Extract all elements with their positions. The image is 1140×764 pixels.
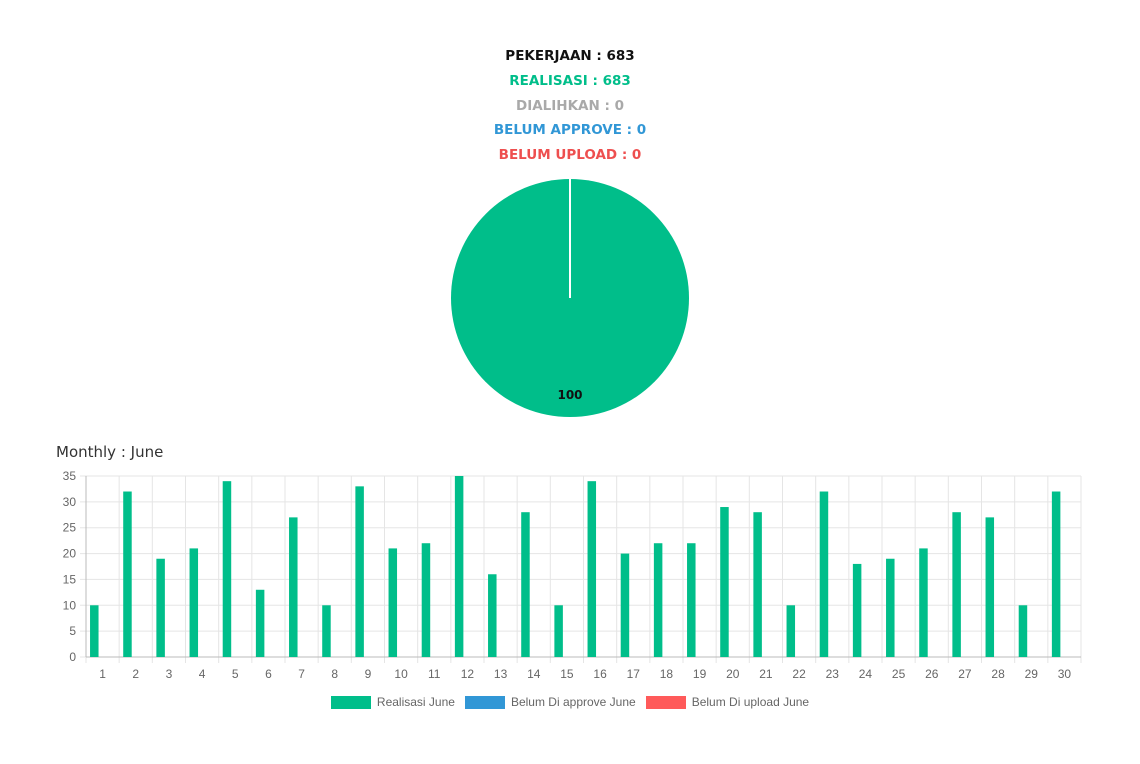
x-tick-label: 6 [265, 667, 272, 681]
x-tick-label: 16 [593, 667, 607, 681]
dialihkan-count: DIALIHKAN : 0 [516, 97, 624, 114]
x-tick-label: 21 [759, 667, 773, 681]
monthly-title: Monthly : June [56, 443, 164, 461]
bar-realisasi [653, 543, 663, 657]
legend-label: Belum Di approve June [510, 695, 636, 709]
bar-realisasi [421, 543, 431, 657]
x-tick-label: 24 [859, 667, 873, 681]
x-tick-label: 3 [166, 667, 173, 681]
summary-panel: PEKERJAAN : 683 REALISASI : 683 DIALIHKA… [0, 44, 1140, 168]
x-tick-label: 8 [331, 667, 338, 681]
y-tick-label: 35 [63, 469, 77, 483]
bar-realisasi [388, 548, 398, 657]
bar-legend: Realisasi June Belum Di approve June Belum… [0, 695, 1140, 709]
bar-realisasi [156, 558, 165, 657]
x-tick-label: 14 [527, 667, 541, 681]
x-tick-label: 2 [132, 667, 139, 681]
x-tick-label: 15 [560, 667, 574, 681]
x-tick-label: 25 [892, 667, 906, 681]
belum-upload-count: BELUM UPLOAD : 0 [498, 147, 642, 164]
x-tick-label: 26 [925, 667, 939, 681]
bar-realisasi [322, 605, 331, 657]
x-tick-label: 12 [461, 667, 475, 681]
bar-realisasi [355, 486, 364, 657]
legend-item[interactable]: Belum Di upload June [645, 695, 810, 709]
legend-swatch [645, 695, 686, 709]
bar-realisasi [488, 574, 497, 657]
x-tick-label: 19 [693, 667, 707, 681]
x-tick-label: 20 [726, 667, 740, 681]
x-tick-label: 23 [826, 667, 840, 681]
x-tick-label: 7 [298, 667, 305, 681]
x-tick-label: 28 [991, 667, 1005, 681]
bar-realisasi [123, 491, 132, 657]
belum-approve-count: BELUM APPROVE : 0 [493, 122, 647, 139]
y-tick-label: 0 [69, 650, 76, 664]
bar-realisasi [720, 507, 729, 657]
x-tick-label: 4 [199, 667, 206, 681]
legend-item[interactable]: Realisasi June [330, 695, 455, 709]
x-tick-label: 11 [428, 667, 441, 681]
bar-realisasi [222, 481, 232, 657]
legend-label: Realisasi June [376, 695, 455, 709]
bar-realisasi [255, 589, 265, 657]
bar-realisasi [454, 476, 464, 657]
y-tick-label: 20 [63, 547, 77, 561]
bar-realisasi [554, 605, 563, 657]
x-tick-label: 10 [394, 667, 408, 681]
y-tick-label: 10 [63, 598, 77, 612]
x-tick-label: 5 [232, 667, 239, 681]
y-tick-label: 5 [69, 624, 76, 638]
x-tick-label: 1 [99, 667, 106, 681]
bar-realisasi [753, 512, 762, 657]
bar-realisasi [521, 512, 530, 657]
bar-realisasi [289, 517, 298, 657]
y-tick-label: 30 [63, 495, 77, 509]
x-tick-label: 27 [958, 667, 972, 681]
bar-realisasi [985, 517, 995, 657]
bar-realisasi [189, 548, 199, 657]
bar-realisasi [1018, 605, 1028, 657]
legend-item[interactable]: Belum Di approve June [464, 695, 636, 709]
legend-label: Belum Di upload June [691, 695, 810, 709]
pie-slice-label: 100 [557, 388, 582, 402]
y-tick-label: 25 [63, 521, 77, 535]
realisasi-count: REALISASI : 683 [509, 72, 631, 89]
bar-realisasi [687, 543, 696, 657]
bar-realisasi [786, 605, 796, 657]
x-tick-label: 30 [1058, 667, 1072, 681]
x-tick-label: 22 [792, 667, 806, 681]
x-tick-label: 29 [1025, 667, 1039, 681]
pie-chart: 100 [451, 179, 689, 417]
bar-realisasi [852, 563, 862, 657]
y-tick-label: 15 [63, 572, 77, 586]
x-tick-label: 9 [365, 667, 372, 681]
bar-realisasi [952, 512, 961, 657]
bar-realisasi [90, 605, 99, 657]
x-tick-label: 13 [494, 667, 508, 681]
bar-realisasi [620, 553, 630, 657]
pekerjaan-count: PEKERJAAN : 683 [505, 48, 635, 64]
bar-realisasi [1051, 491, 1061, 657]
legend-swatch [464, 695, 505, 709]
bar-realisasi [886, 558, 895, 657]
x-tick-label: 17 [627, 667, 641, 681]
legend-swatch [330, 695, 371, 709]
bar-realisasi [819, 491, 829, 657]
bar-realisasi [587, 481, 597, 657]
x-tick-label: 18 [660, 667, 674, 681]
bar-realisasi [919, 548, 928, 657]
